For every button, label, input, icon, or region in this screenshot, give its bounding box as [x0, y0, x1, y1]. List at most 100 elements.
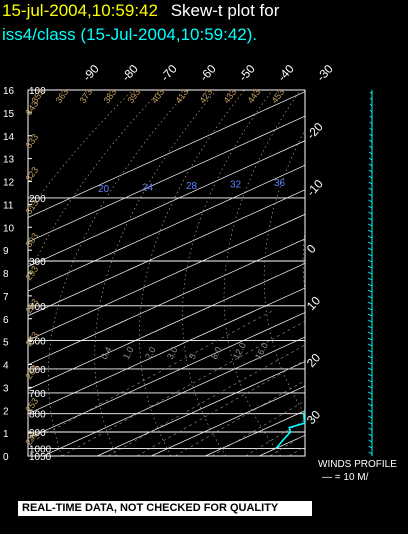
- pressure-tick-label: 1000: [29, 444, 52, 455]
- mixing-ratio-line: [245, 419, 305, 456]
- mixing-ratio-line: [342, 310, 408, 456]
- isotherm-line: [367, 90, 408, 456]
- height-tick-label: 15: [3, 109, 15, 120]
- plot-date: 15-jul-2004,10:59:42: [2, 1, 158, 20]
- wind-barb: [367, 385, 373, 389]
- dewpoint-trace: [275, 411, 305, 449]
- wind-profile: [367, 90, 373, 456]
- wind-barb: [368, 439, 373, 443]
- wind-barb: [367, 373, 373, 377]
- top-temp-label: -80: [119, 62, 141, 84]
- height-tick-label: 13: [3, 155, 15, 166]
- dry-adiabat: [94, 90, 217, 456]
- wind-barb: [368, 199, 373, 203]
- top-temp-label: -50: [236, 62, 258, 84]
- wind-barb: [367, 367, 373, 371]
- height-tick-label: 12: [3, 178, 15, 189]
- isotherm-line: [28, 164, 305, 292]
- mixing-ratio-line: [108, 344, 305, 456]
- isotherm-line: [28, 213, 305, 341]
- wind-barb: [367, 283, 373, 287]
- height-tick-label: 10: [3, 223, 15, 234]
- height-tick-label: 2: [3, 406, 9, 417]
- height-tick-label: 11: [3, 200, 14, 211]
- mixing-ratio-lower-label: 5: [187, 352, 198, 361]
- right-temp-label: 0: [304, 241, 319, 256]
- dry-adiabat: [182, 90, 273, 456]
- pressure-tick-label: 500: [29, 337, 46, 348]
- height-tick-label: 5: [3, 338, 9, 349]
- wind-barb: [369, 139, 373, 143]
- right-temp-label: 20: [304, 350, 324, 370]
- height-tick-label: 9: [3, 246, 9, 257]
- wind-barb: [367, 391, 373, 395]
- mixing-ratio-label: 32: [230, 180, 242, 191]
- height-tick-label: 7: [3, 292, 9, 303]
- right-temp-label: 30: [304, 407, 324, 427]
- wind-barb: [367, 253, 373, 257]
- top-temp-label: -60: [197, 62, 219, 84]
- wind-barb: [367, 307, 373, 311]
- height-tick-label: 16: [3, 86, 15, 97]
- winds-scale-label: — = 10 M/: [322, 472, 369, 483]
- wind-barb: [367, 313, 373, 317]
- isotherm-line: [97, 361, 305, 456]
- wind-barb: [368, 169, 373, 173]
- isotherm-line: [28, 287, 305, 415]
- top-temp-label: -70: [158, 62, 180, 84]
- mixing-ratio-label: 24: [142, 183, 154, 194]
- wind-barb: [367, 319, 373, 323]
- height-tick-label: 8: [3, 269, 9, 280]
- mixing-ratio-lower-label: 1.0: [121, 345, 136, 361]
- plot-title: 15-jul-2004,10:59:42 Skew-t plot for: [2, 1, 279, 21]
- temperature-trace: [315, 90, 408, 448]
- height-tick-label: 14: [3, 132, 15, 143]
- dry-adiabat: [377, 90, 408, 456]
- station-title: iss4/class (15-Jul-2004,10:59:42).: [2, 25, 258, 44]
- wind-barb: [367, 289, 373, 293]
- wind-barb: [368, 217, 373, 221]
- isotherm-line: [28, 140, 305, 267]
- plot-frame: [27, 89, 306, 457]
- wind-barb: [368, 205, 373, 209]
- plot-label: Skew-t plot for: [170, 1, 280, 20]
- wind-barb: [367, 301, 373, 305]
- winds-profile-label: WINDS PROFILE: [318, 459, 397, 470]
- mixing-ratio-lower-label: 0.4: [99, 345, 114, 361]
- mixing-ratio-lower-label: 16.0: [253, 341, 270, 361]
- wind-barb: [369, 115, 373, 119]
- wind-barb: [369, 109, 373, 113]
- right-temp-label: 10: [304, 293, 324, 313]
- right-temp-label: -20: [304, 120, 326, 142]
- wind-barb: [367, 241, 373, 245]
- theta-label: 303: [23, 231, 40, 249]
- mixing-ratio-line: [174, 380, 305, 456]
- mixing-ratio-label: 20: [98, 184, 110, 195]
- wind-barb: [369, 97, 373, 101]
- wind-barb: [367, 337, 373, 341]
- wind-barb: [368, 229, 373, 233]
- theta-label: 333: [23, 132, 40, 150]
- pressure-tick-label: 700: [29, 389, 46, 400]
- wind-barb: [367, 361, 373, 365]
- mixing-ratio-line: [61, 320, 305, 456]
- isotherm-line: [28, 115, 305, 243]
- wind-barb: [368, 175, 373, 179]
- wind-barb: [368, 433, 373, 437]
- wind-barb: [367, 271, 373, 275]
- isotherm-line: [28, 312, 305, 439]
- mixing-ratio-line: [269, 434, 305, 456]
- wind-barb: [368, 181, 373, 185]
- height-tick-label: 6: [3, 315, 9, 326]
- pressure-tick-label: 400: [29, 302, 46, 313]
- wind-barb: [369, 103, 373, 107]
- pressure-tick-label: 300: [29, 257, 46, 268]
- wind-barb: [368, 211, 373, 215]
- wind-barb: [367, 247, 373, 251]
- mixing-ratio-lower-label: 12.0: [231, 341, 248, 361]
- wind-barb: [367, 379, 373, 383]
- mixing-ratio-lower-label: 3.0: [165, 345, 180, 361]
- wind-barb: [368, 427, 373, 431]
- top-temp-label: -30: [314, 62, 336, 84]
